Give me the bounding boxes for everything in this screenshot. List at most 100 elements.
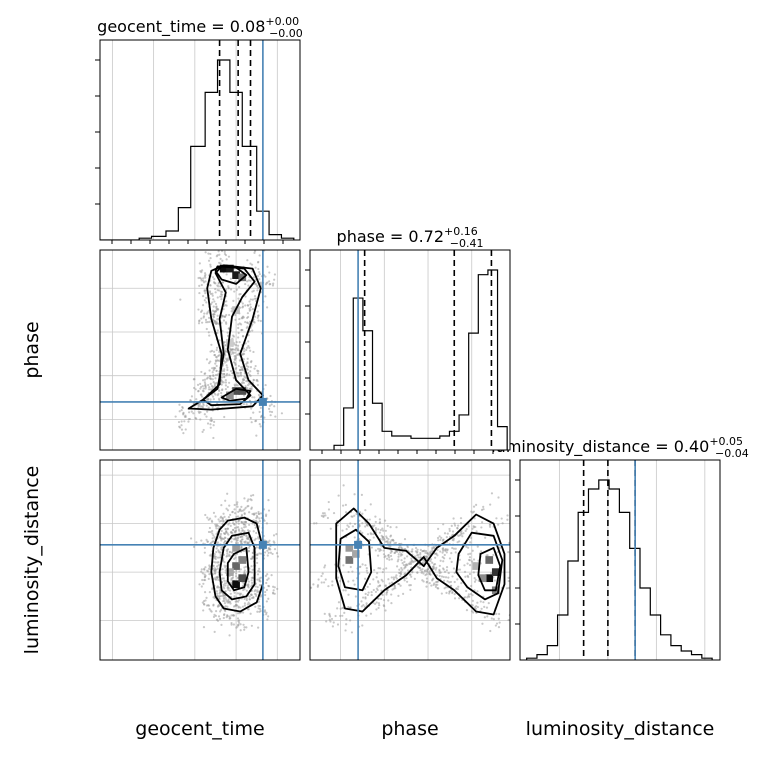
sample-point (252, 530, 255, 533)
sample-point (364, 596, 367, 599)
sample-point (392, 578, 396, 581)
sample-point (218, 339, 221, 342)
sample-point (409, 573, 412, 576)
hist-geocent-time-clip (100, 40, 295, 240)
sample-point (434, 581, 438, 584)
sample-point (440, 592, 443, 595)
sample-point (243, 375, 246, 378)
sample-point (259, 406, 262, 409)
sample-point (230, 621, 233, 625)
sample-point (320, 581, 323, 584)
sample-point (268, 271, 271, 274)
sample-point (259, 576, 263, 579)
sample-point (216, 289, 219, 292)
sample-point (212, 398, 215, 401)
sample-point (211, 371, 214, 374)
sample-point (390, 593, 393, 596)
sample-point (386, 524, 389, 527)
sample-point (245, 598, 248, 602)
sample-point (276, 587, 279, 591)
sample-point (216, 541, 220, 544)
sample-point (381, 580, 384, 583)
contour-level (210, 516, 264, 613)
density-cell (238, 273, 247, 282)
sample-point (251, 581, 254, 584)
sample-point (472, 571, 475, 574)
sample-point (386, 557, 389, 560)
sample-point (249, 402, 253, 405)
sample-point (257, 370, 260, 373)
sample-point (349, 619, 352, 622)
sample-point (258, 570, 261, 573)
sample-point (205, 404, 208, 407)
sample-point (256, 316, 259, 319)
sample-point (321, 572, 324, 575)
sample-point (409, 588, 412, 591)
sample-point (209, 423, 212, 426)
sample-point (347, 525, 350, 528)
sample-point (201, 389, 205, 392)
sample-point (232, 522, 235, 525)
sample-point (339, 614, 342, 618)
sample-point (342, 589, 345, 592)
sample-point (479, 600, 482, 603)
histogram-bar (411, 438, 421, 450)
sample-point (404, 565, 407, 569)
sample-point (214, 362, 217, 365)
sample-point (218, 597, 221, 601)
density-cell (485, 574, 494, 583)
density-cell (232, 271, 240, 279)
sample-point (213, 382, 217, 385)
sample-point (223, 369, 226, 373)
sample-point (250, 270, 254, 273)
sample-point (240, 538, 243, 541)
sample-point (222, 583, 225, 587)
sample-point (240, 514, 243, 518)
sample-point (258, 278, 261, 281)
sample-point (247, 344, 250, 348)
sample-point (456, 578, 459, 581)
sample-point (241, 594, 244, 597)
sample-point (369, 503, 372, 506)
sample-point (257, 510, 260, 514)
sample-point (214, 576, 217, 579)
sample-point (507, 579, 510, 583)
sample-point (237, 528, 240, 531)
sample-point (224, 584, 227, 587)
sample-point (215, 364, 218, 368)
sample-point (220, 376, 223, 379)
sample-point (403, 538, 407, 541)
sample-point (245, 589, 248, 592)
sample-point (446, 580, 449, 583)
sample-point (352, 579, 355, 582)
sample-point (223, 372, 226, 376)
sample-point (393, 542, 396, 545)
sample-point (265, 588, 269, 592)
sample-point (237, 372, 240, 375)
sample-point (237, 598, 241, 602)
sample-point (230, 310, 233, 313)
sample-point (232, 614, 235, 617)
sample-point (359, 530, 362, 533)
sample-point (222, 616, 225, 620)
sample-point (244, 295, 247, 298)
sample-point (223, 564, 226, 567)
sample-point (223, 250, 226, 253)
sample-point (265, 513, 268, 516)
title-geocent-time: geocent_time = 0.08+0.00 −0.00 (97, 15, 303, 40)
sample-point (203, 591, 207, 594)
histogram-bar (681, 651, 691, 660)
sample-point (178, 426, 182, 429)
sample-point (209, 426, 212, 429)
sample-point (251, 329, 254, 332)
sample-point (219, 257, 222, 260)
sample-point (239, 535, 242, 539)
sample-point (209, 263, 212, 266)
sample-point (253, 396, 256, 399)
sample-point (195, 541, 198, 544)
sample-point (207, 388, 211, 391)
sample-point (370, 591, 373, 594)
hist-geocent-time-bg (100, 40, 300, 240)
sample-point (266, 306, 269, 309)
sample-point (450, 524, 453, 527)
